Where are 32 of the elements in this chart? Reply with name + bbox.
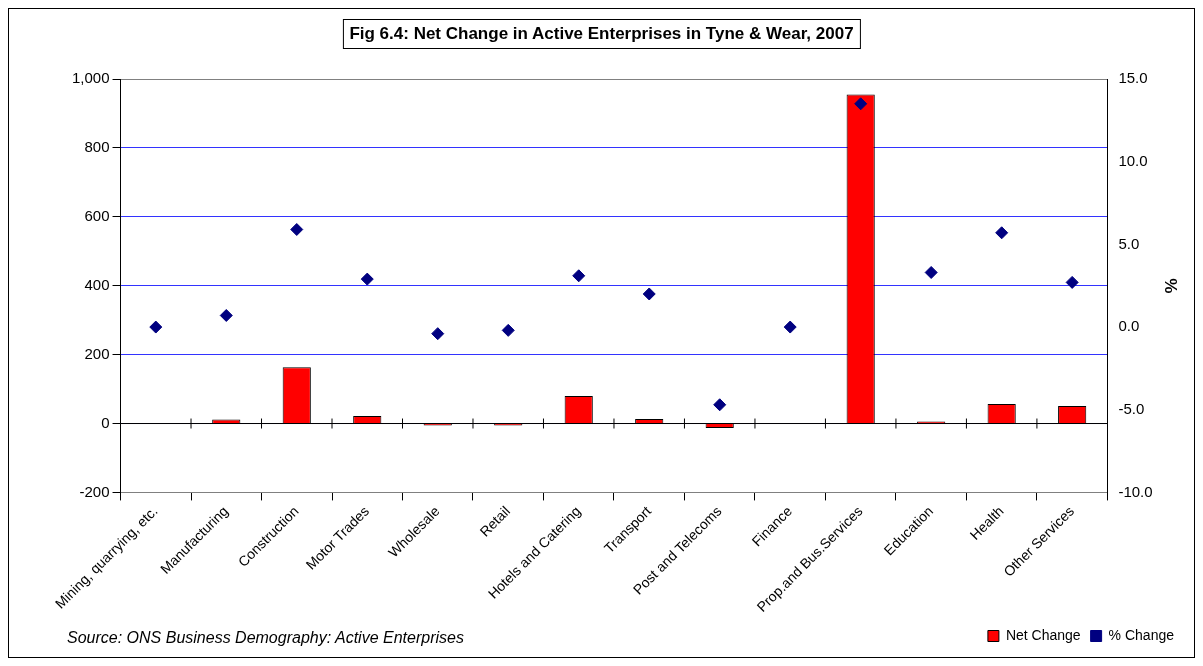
y2-axis-title: % [1161,278,1181,294]
point [642,287,656,301]
point [501,323,515,337]
point [783,320,797,334]
y-tick-label: 600 [84,206,110,224]
y2-tick-label: 15.0 [1118,69,1148,87]
point [572,269,586,283]
y2-tick-label: 5.0 [1118,234,1140,252]
point [149,320,163,334]
y-tick-label: 400 [84,275,110,293]
point [924,265,938,279]
y2-tick-label: 0.0 [1118,317,1140,335]
legend-label: Net Change [1005,626,1081,643]
point [713,398,727,412]
point [1065,275,1079,289]
y2-tick-label: 10.0 [1118,151,1148,169]
point [854,97,868,111]
y2-tick-label: -10.0 [1118,482,1153,500]
y-tick-label: 1,000 [71,69,110,87]
source-note: Source: ONS Business Demography: Active Enterprises [67,629,464,647]
y-tick-label: 200 [84,344,110,362]
y2-tick-label: -5.0 [1118,399,1145,417]
y-tick-label: -200 [79,482,110,500]
point [995,226,1009,240]
y-tick-label: 0 [101,413,110,431]
point [219,308,233,322]
point [290,222,304,236]
point [360,272,374,286]
point [431,327,445,341]
legend-label: % Change [1108,626,1175,643]
chart-title: Fig 6.4: Net Change in Active Enterprises in Tyne & Wear, 2007 [342,19,861,49]
y-tick-label: 800 [84,138,110,156]
